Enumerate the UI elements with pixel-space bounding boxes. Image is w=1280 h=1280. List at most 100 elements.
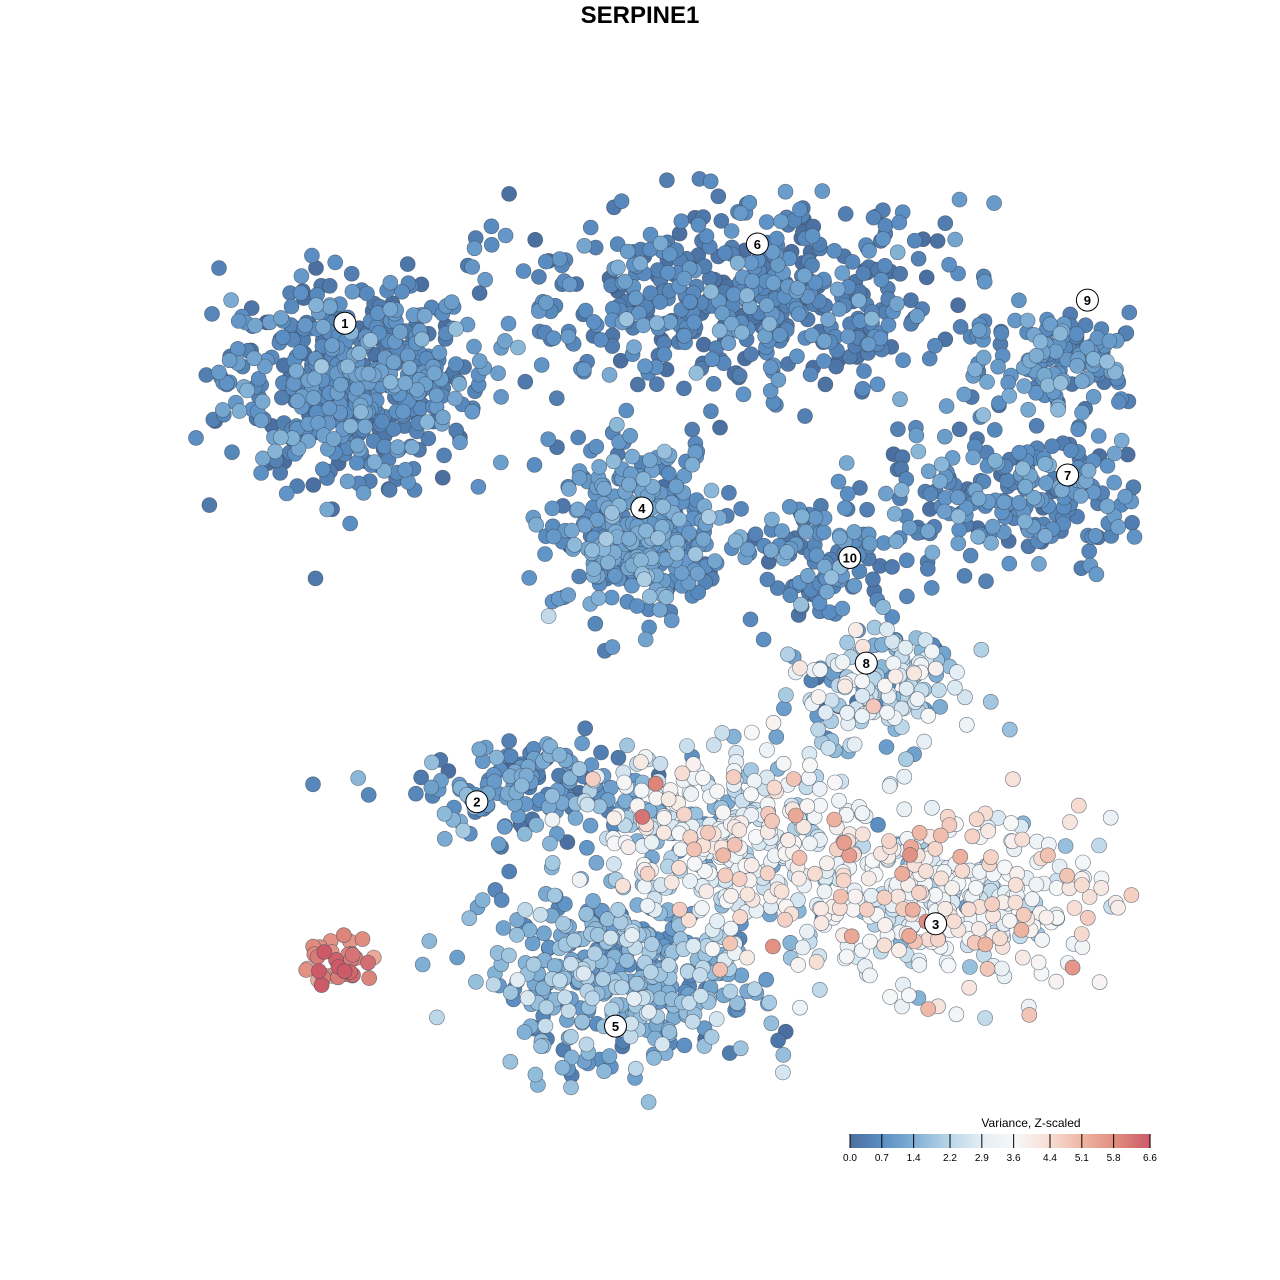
scatter-point bbox=[684, 1013, 701, 1030]
colorbar-segment bbox=[1054, 1134, 1057, 1148]
colorbar-segment bbox=[954, 1134, 957, 1148]
scatter-point bbox=[965, 449, 982, 466]
scatter-point bbox=[385, 354, 402, 371]
scatter-point bbox=[844, 254, 861, 270]
scatter-point bbox=[902, 847, 918, 863]
cluster-label-text: 7 bbox=[1064, 468, 1071, 483]
scatter-point bbox=[898, 751, 914, 768]
scatter-point bbox=[888, 533, 905, 550]
scatter-point bbox=[603, 589, 620, 606]
scatter-point bbox=[632, 255, 649, 272]
scatter-point bbox=[906, 665, 923, 682]
colorbar-segment bbox=[882, 1134, 885, 1148]
scatter-point bbox=[560, 1002, 577, 1019]
scatter-point bbox=[641, 588, 658, 605]
scatter-point bbox=[315, 319, 332, 335]
scatter-point bbox=[839, 705, 856, 721]
scatter-point bbox=[703, 403, 719, 420]
colorbar-segment bbox=[896, 1134, 899, 1148]
colorbar-segment bbox=[924, 1134, 927, 1148]
scatter-point bbox=[1069, 357, 1085, 374]
scatter-point bbox=[416, 307, 433, 324]
scatter-point bbox=[894, 998, 910, 1015]
scatter-point bbox=[817, 376, 834, 393]
scatter-point bbox=[551, 972, 568, 989]
scatter-point bbox=[731, 822, 748, 838]
colorbar-segment bbox=[1084, 1134, 1087, 1148]
scatter-point bbox=[709, 913, 725, 929]
scatter-point bbox=[743, 786, 759, 803]
colorbar-segment bbox=[1088, 1134, 1091, 1148]
scatter-point bbox=[629, 376, 646, 393]
cluster-label-text: 10 bbox=[843, 551, 857, 566]
scatter-point bbox=[898, 680, 915, 697]
scatter-point bbox=[672, 841, 689, 858]
scatter-point bbox=[977, 1010, 993, 1026]
scatter-point bbox=[466, 240, 483, 257]
scatter-point bbox=[1064, 959, 1081, 976]
colorbar-tick-label: 2.2 bbox=[943, 1153, 957, 1164]
colorbar-segment bbox=[868, 1134, 871, 1148]
colorbar-segment bbox=[1020, 1134, 1023, 1148]
scatter-point bbox=[1074, 404, 1090, 421]
colorbar-segment bbox=[948, 1134, 951, 1148]
scatter-point bbox=[1028, 417, 1045, 434]
scatter-point bbox=[709, 783, 726, 800]
scatter-point bbox=[357, 418, 373, 435]
scatter-point bbox=[578, 1036, 595, 1053]
scatter-point bbox=[732, 909, 749, 925]
colorbar-segment bbox=[1056, 1134, 1059, 1148]
scatter-point bbox=[951, 522, 968, 538]
colorbar-segment bbox=[884, 1134, 887, 1148]
scatter-point bbox=[319, 501, 336, 518]
scatter-point bbox=[775, 1047, 792, 1063]
colorbar-segment bbox=[1058, 1134, 1061, 1148]
cluster-label-text: 2 bbox=[473, 795, 480, 810]
colorbar-segment bbox=[886, 1134, 889, 1148]
scatter-point bbox=[700, 824, 716, 841]
scatter-point bbox=[793, 596, 809, 613]
colorbar-segment bbox=[1100, 1134, 1103, 1148]
scatter-point bbox=[609, 416, 625, 433]
scatter-point bbox=[909, 691, 926, 708]
scatter-point bbox=[941, 817, 958, 833]
scatter-point bbox=[610, 259, 626, 276]
scatter-point bbox=[794, 508, 810, 525]
scatter-point bbox=[502, 984, 519, 1001]
scatter-point bbox=[674, 765, 691, 782]
scatter-point bbox=[813, 915, 830, 932]
scatter-point bbox=[471, 741, 488, 758]
scatter-point bbox=[305, 776, 321, 793]
scatter-point bbox=[524, 935, 541, 952]
colorbar-segment bbox=[910, 1134, 913, 1148]
colorbar-segment bbox=[876, 1134, 879, 1148]
scatter-point bbox=[698, 883, 715, 900]
scatter-point bbox=[881, 833, 897, 849]
colorbar-segment bbox=[1024, 1134, 1027, 1148]
scatter-point bbox=[713, 213, 730, 229]
scatter-point bbox=[253, 465, 269, 481]
scatter-point bbox=[930, 682, 947, 699]
scatter-point bbox=[796, 267, 813, 284]
cluster-label-text: 4 bbox=[638, 501, 646, 516]
colorbar-segment bbox=[874, 1134, 877, 1148]
scatter-point bbox=[843, 928, 860, 945]
scatter-point bbox=[452, 434, 468, 451]
colorbar-segment bbox=[1078, 1134, 1081, 1148]
scatter-point bbox=[500, 315, 517, 332]
scatter-point bbox=[854, 805, 871, 822]
scatter-point bbox=[892, 391, 908, 408]
scatter-point bbox=[971, 921, 987, 937]
scatter-point bbox=[477, 271, 494, 288]
scatter-point bbox=[944, 880, 961, 896]
scatter-point bbox=[1011, 495, 1028, 511]
scatter-point bbox=[982, 693, 999, 710]
scatter-point bbox=[660, 957, 677, 973]
scatter-point bbox=[359, 285, 375, 302]
colorbar-segment bbox=[984, 1134, 987, 1148]
scatter-point bbox=[996, 494, 1012, 511]
scatter-point bbox=[567, 810, 584, 826]
colorbar-segment bbox=[1050, 1134, 1053, 1148]
colorbar-segment bbox=[1034, 1134, 1037, 1148]
scatter-point bbox=[408, 785, 424, 802]
